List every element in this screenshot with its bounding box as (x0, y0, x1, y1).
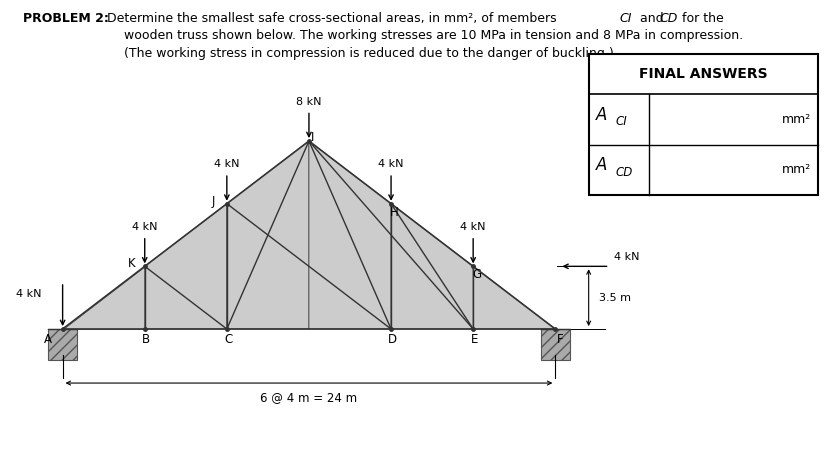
Text: mm²: mm² (782, 163, 812, 176)
Text: $A$: $A$ (595, 106, 609, 124)
Polygon shape (144, 204, 227, 329)
Text: 4 kN: 4 kN (214, 159, 240, 169)
Text: CD: CD (660, 12, 678, 25)
Bar (541, 329, 569, 360)
Text: mm²: mm² (782, 113, 812, 126)
Bar (589, 54, 818, 195)
Text: A: A (43, 333, 52, 346)
Text: G: G (473, 268, 482, 281)
Text: $A$: $A$ (595, 156, 609, 174)
Text: CI: CI (615, 115, 627, 128)
Text: CD: CD (615, 165, 633, 179)
Text: J: J (212, 195, 215, 208)
Polygon shape (391, 204, 473, 329)
Text: PROBLEM 2:: PROBLEM 2: (23, 12, 109, 25)
Polygon shape (227, 141, 309, 329)
Text: (The working stress in compression is reduced due to the danger of buckling.): (The working stress in compression is re… (124, 47, 614, 60)
Text: 4 kN: 4 kN (16, 289, 42, 299)
Text: 6 @ 4 m = 24 m: 6 @ 4 m = 24 m (261, 392, 357, 405)
Text: 4 kN: 4 kN (460, 222, 486, 232)
Polygon shape (63, 266, 144, 329)
Text: FINAL ANSWERS: FINAL ANSWERS (639, 67, 768, 81)
Text: C: C (225, 333, 233, 346)
Text: 3.5 m: 3.5 m (599, 293, 630, 303)
Text: E: E (471, 333, 478, 346)
Text: D: D (388, 333, 397, 346)
Text: H: H (390, 206, 399, 219)
Text: 4 kN: 4 kN (378, 159, 404, 169)
Text: B: B (142, 333, 150, 346)
Text: 4 kN: 4 kN (614, 251, 640, 262)
Text: wooden truss shown below. The working stresses are 10 MPa in tension and 8 MPa i: wooden truss shown below. The working st… (124, 29, 742, 42)
Text: Determine the smallest safe cross-sectional areas, in mm², of members: Determine the smallest safe cross-sectio… (107, 12, 560, 25)
Text: and: and (636, 12, 668, 25)
Text: for the: for the (678, 12, 724, 25)
Bar (48, 329, 77, 360)
Text: CI: CI (620, 12, 631, 25)
Polygon shape (309, 141, 391, 329)
Text: 4 kN: 4 kN (132, 222, 158, 232)
Text: K: K (128, 258, 135, 270)
Text: F: F (557, 333, 564, 346)
Text: 8 kN: 8 kN (296, 97, 321, 107)
Text: I: I (311, 131, 314, 144)
Polygon shape (473, 266, 555, 329)
